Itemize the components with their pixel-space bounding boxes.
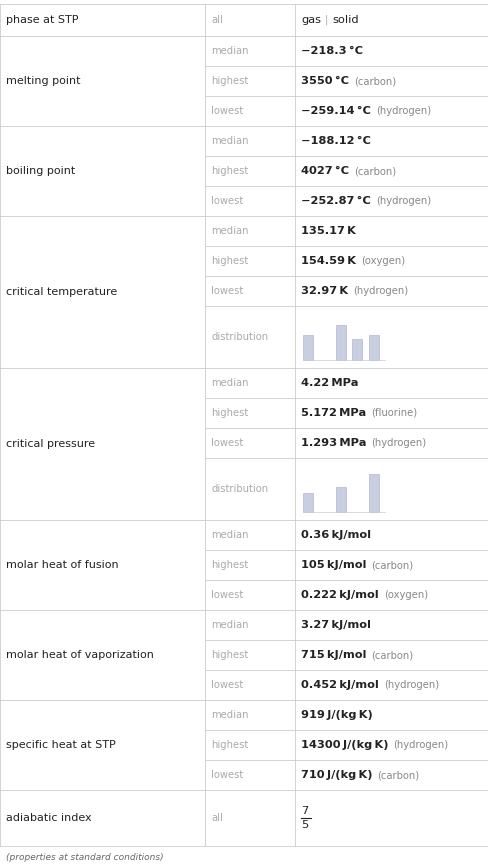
Text: (carbon): (carbon)	[371, 650, 413, 660]
Text: lowest: lowest	[210, 106, 243, 116]
Text: (carbon): (carbon)	[377, 770, 419, 780]
Text: 7: 7	[301, 806, 307, 816]
Text: (hydrogen): (hydrogen)	[371, 438, 426, 448]
Text: 0.36 kJ/mol: 0.36 kJ/mol	[301, 530, 370, 540]
Text: (carbon): (carbon)	[371, 560, 413, 570]
Text: 154.59 K: 154.59 K	[301, 256, 355, 266]
Text: melting point: melting point	[6, 76, 81, 86]
Text: median: median	[210, 46, 248, 56]
Bar	[368, 474, 378, 512]
Text: critical temperature: critical temperature	[6, 287, 117, 297]
Text: (hydrogen): (hydrogen)	[352, 286, 407, 296]
Text: −252.87 °C: −252.87 °C	[301, 196, 370, 206]
Text: boiling point: boiling point	[6, 166, 75, 176]
Text: highest: highest	[210, 740, 248, 750]
Text: 5: 5	[301, 820, 307, 830]
Text: (hydrogen): (hydrogen)	[375, 196, 430, 206]
Text: lowest: lowest	[210, 590, 243, 600]
Text: molar heat of fusion: molar heat of fusion	[6, 560, 119, 570]
Text: −188.12 °C: −188.12 °C	[301, 136, 370, 146]
Text: 4.22 MPa: 4.22 MPa	[301, 378, 358, 388]
Text: (hydrogen): (hydrogen)	[393, 740, 447, 750]
Text: highest: highest	[210, 650, 248, 660]
Text: |: |	[320, 15, 331, 25]
Text: lowest: lowest	[210, 770, 243, 780]
Text: 715 kJ/mol: 715 kJ/mol	[301, 650, 366, 660]
Text: median: median	[210, 620, 248, 630]
Text: 1.293 MPa: 1.293 MPa	[301, 438, 366, 448]
Text: −259.14 °C: −259.14 °C	[301, 106, 370, 116]
Text: −218.3 °C: −218.3 °C	[301, 46, 362, 56]
Text: solid: solid	[331, 15, 358, 25]
Text: 3550 °C: 3550 °C	[301, 76, 348, 86]
Text: highest: highest	[210, 76, 248, 86]
Bar	[335, 325, 346, 360]
Text: distribution: distribution	[210, 484, 267, 494]
Bar	[368, 335, 378, 360]
Text: lowest: lowest	[210, 438, 243, 448]
Text: (hydrogen): (hydrogen)	[375, 106, 430, 116]
Text: lowest: lowest	[210, 680, 243, 690]
Text: (oxygen): (oxygen)	[383, 590, 427, 600]
Text: (hydrogen): (hydrogen)	[383, 680, 438, 690]
Text: highest: highest	[210, 166, 248, 176]
Text: 135.17 K: 135.17 K	[301, 226, 355, 236]
Text: molar heat of vaporization: molar heat of vaporization	[6, 650, 154, 660]
Text: 14300 J/(kg K): 14300 J/(kg K)	[301, 740, 387, 750]
Text: median: median	[210, 226, 248, 236]
Bar	[303, 335, 313, 360]
Text: (carbon): (carbon)	[353, 166, 395, 176]
Text: 4027 °C: 4027 °C	[301, 166, 348, 176]
Bar	[335, 487, 346, 512]
Text: 0.222 kJ/mol: 0.222 kJ/mol	[301, 590, 378, 600]
Text: gas: gas	[301, 15, 320, 25]
Text: 5.172 MPa: 5.172 MPa	[301, 408, 366, 418]
Text: highest: highest	[210, 256, 248, 266]
Text: lowest: lowest	[210, 286, 243, 296]
Text: 105 kJ/mol: 105 kJ/mol	[301, 560, 366, 570]
Bar	[303, 493, 313, 512]
Text: all: all	[210, 15, 223, 25]
Text: 3.27 kJ/mol: 3.27 kJ/mol	[301, 620, 370, 630]
Text: highest: highest	[210, 560, 248, 570]
Text: median: median	[210, 710, 248, 720]
Text: specific heat at STP: specific heat at STP	[6, 740, 116, 750]
Text: (carbon): (carbon)	[353, 76, 395, 86]
Text: distribution: distribution	[210, 332, 267, 342]
Bar	[351, 339, 362, 360]
Text: (fluorine): (fluorine)	[370, 408, 417, 418]
Text: (oxygen): (oxygen)	[360, 256, 404, 266]
Text: 0.452 kJ/mol: 0.452 kJ/mol	[301, 680, 378, 690]
Text: 710 J/(kg K): 710 J/(kg K)	[301, 770, 372, 780]
Text: median: median	[210, 530, 248, 540]
Text: 919 J/(kg K): 919 J/(kg K)	[301, 710, 372, 720]
Text: (properties at standard conditions): (properties at standard conditions)	[6, 853, 163, 862]
Text: median: median	[210, 378, 248, 388]
Text: 32.97 K: 32.97 K	[301, 286, 347, 296]
Text: median: median	[210, 136, 248, 146]
Text: lowest: lowest	[210, 196, 243, 206]
Text: all: all	[210, 813, 223, 823]
Text: adiabatic index: adiabatic index	[6, 813, 91, 823]
Text: critical pressure: critical pressure	[6, 439, 95, 449]
Text: highest: highest	[210, 408, 248, 418]
Text: phase at STP: phase at STP	[6, 15, 79, 25]
